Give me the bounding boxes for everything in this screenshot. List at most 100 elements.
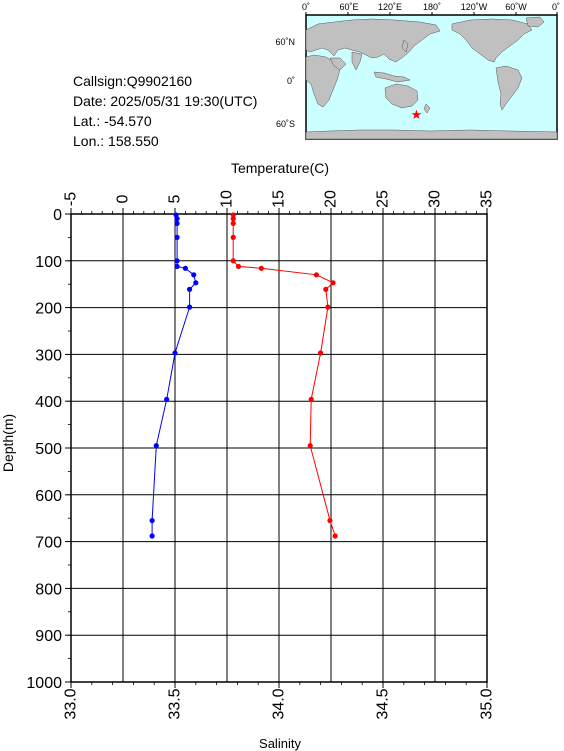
lon-label: Lon.: <box>73 133 105 149</box>
lat-row: Lat.: -54.570 <box>73 111 257 131</box>
temperature-data-point <box>235 263 242 270</box>
antarctica <box>305 129 558 140</box>
date-row: Date: 2025/05/31 19:30(UTC) <box>73 91 257 111</box>
salinity-data-point <box>174 220 180 226</box>
africa <box>305 54 341 108</box>
temperature-data-point <box>325 304 331 310</box>
salinity-data-point <box>174 263 180 270</box>
plot-frame <box>70 213 488 683</box>
temperature-tick-label: 15 <box>271 190 288 208</box>
salinity-tick-label: 34.5 <box>375 688 392 719</box>
south-america <box>495 65 523 111</box>
greenland <box>525 16 545 28</box>
north-america <box>451 18 533 63</box>
depth-tick-label: 600 <box>35 488 62 505</box>
chart-grid <box>70 213 488 683</box>
depth-tick-label: 900 <box>35 628 62 645</box>
salinity-data-point <box>193 280 199 286</box>
lat-label: Lat.: <box>73 113 101 129</box>
salinity-data-point <box>153 443 159 449</box>
map-frame: ★ <box>305 12 558 140</box>
eurasia <box>305 18 441 63</box>
temperature-data-point <box>313 272 320 278</box>
salinity-data-point <box>172 350 178 356</box>
map-lon-label: 0˚ <box>552 2 560 12</box>
temperature-data-point <box>230 258 236 264</box>
new-zealand <box>423 103 431 114</box>
temperature-data-point <box>323 286 329 292</box>
salinity-data-point <box>186 286 193 292</box>
temperature-tick-label: 35 <box>479 190 496 208</box>
salinity-tick-label: 34.0 <box>271 688 288 719</box>
indian-subcontinent <box>351 51 363 71</box>
map-lon-label: 60˚W <box>505 2 527 12</box>
map-lat-labels: 60˚N 0˚ 60˚S <box>275 37 295 129</box>
salinity-data-point <box>174 258 180 264</box>
callsign-row: Callsign:Q9902160 <box>73 71 257 91</box>
lon-value: 158.550 <box>108 133 159 149</box>
temperature-data-point <box>330 280 336 286</box>
temperature-tick-label: 20 <box>323 190 340 208</box>
temperature-tick-label: 30 <box>427 190 444 208</box>
map-lon-label: 120˚W <box>461 2 488 12</box>
chart-axes: -5 0 5 10 15 20 25 30 35010020030040050060070080… <box>26 190 495 720</box>
temperature-data-point <box>327 517 333 524</box>
land-masses <box>305 16 558 140</box>
station-info: Callsign:Q9902160 Date: 2025/05/31 19:30… <box>73 71 257 151</box>
chart-series <box>149 212 338 539</box>
salinity-data-point <box>149 517 155 524</box>
salinity-data-point <box>149 533 155 539</box>
salinity-tick-label: 33.0 <box>63 688 80 719</box>
arabia <box>329 57 347 71</box>
depth-tick-label: 400 <box>35 394 62 411</box>
temperature-tick-label: 25 <box>375 190 392 208</box>
salinity-profile-line <box>151 214 197 536</box>
salinity-data-point <box>174 216 180 222</box>
map-lon-ticks <box>305 12 558 15</box>
salinity-tick-label: 35.0 <box>479 688 496 719</box>
salinity-data-point <box>186 304 193 310</box>
depth-axis-label: Depth(m) <box>0 414 16 472</box>
temperature-axis-label: Temperature(C) <box>231 160 329 176</box>
salinity-data-point <box>191 272 197 278</box>
temperature-tick-label: -5 <box>63 192 80 206</box>
depth-tick-label: 300 <box>35 347 62 364</box>
callsign-value: Q9902160 <box>126 73 193 89</box>
japan <box>401 39 409 53</box>
callsign-label: Callsign: <box>73 73 127 89</box>
lon-row: Lon.: 158.550 <box>73 131 257 151</box>
salinity-data-point <box>174 234 180 240</box>
station-marker-icon: ★ <box>411 107 423 122</box>
depth-tick-label: 800 <box>35 581 62 598</box>
salinity-data-point <box>182 265 188 271</box>
map-lon-label: 120˚E <box>378 2 402 12</box>
map-lon-labels: 0˚ 60˚E 120˚E 180˚ 120˚W 60˚W 0˚ <box>302 2 560 12</box>
map-lat-label: 60˚N <box>275 37 295 47</box>
depth-tick-label: 100 <box>35 254 62 271</box>
temperature-data-point <box>318 350 324 356</box>
temperature-data-point <box>230 234 236 240</box>
temperature-data-point <box>230 216 236 222</box>
temperature-data-point <box>258 265 264 271</box>
depth-tick-label: 500 <box>35 441 62 458</box>
temperature-data-point <box>230 220 236 226</box>
temperature-tick-label: 5 <box>167 194 184 203</box>
depth-tick-label: 700 <box>35 535 62 552</box>
date-value: 2025/05/31 19:30(UTC) <box>110 93 258 109</box>
depth-tick-label: 200 <box>35 301 62 318</box>
temperature-data-point <box>308 396 314 402</box>
depth-tick-label: 1000 <box>26 675 62 692</box>
map-lat-label: 0˚ <box>287 76 295 86</box>
australia <box>384 83 419 109</box>
southeast-asia-islands <box>373 71 411 83</box>
world-map: 0˚ 60˚E 120˚E 180˚ 120˚W 60˚W 0˚ 60˚N 0˚… <box>275 2 560 140</box>
temperature-data-point <box>230 212 236 218</box>
temperature-tick-label: 10 <box>219 190 236 208</box>
salinity-axis-label: Salinity <box>259 736 301 751</box>
temperature-data-point <box>307 443 313 449</box>
map-lon-label: 180˚ <box>423 2 441 12</box>
temperature-profile-line <box>232 214 336 537</box>
temperature-tick-label: 0 <box>115 194 132 203</box>
lat-value: -54.570 <box>104 113 152 129</box>
